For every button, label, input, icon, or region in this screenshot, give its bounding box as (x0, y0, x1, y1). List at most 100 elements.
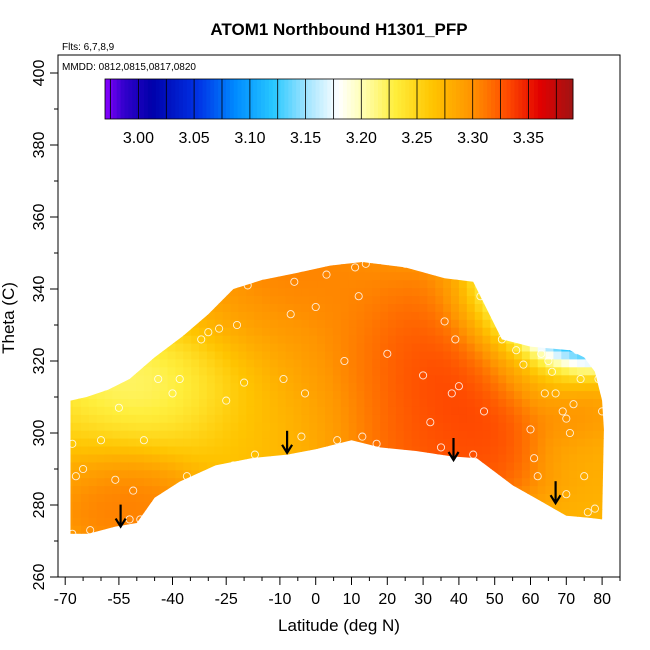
heatmap-cell (285, 390, 295, 399)
heatmap-cell (380, 453, 389, 463)
heatmap-cell (411, 430, 421, 439)
heatmap-cell (380, 319, 389, 328)
sample-point (558, 407, 567, 416)
heatmap-cell (112, 358, 121, 368)
heatmap-cell (285, 327, 295, 336)
heatmap-cell (529, 430, 539, 439)
heatmap-cell (214, 319, 224, 328)
heatmap-cell (506, 303, 515, 312)
heatmap-cell (458, 469, 468, 479)
heatmap-cell (231, 248, 240, 257)
heatmap-cell (88, 414, 98, 423)
heatmap-cell (285, 287, 295, 297)
heatmap-cell (222, 525, 232, 534)
sample-point (232, 320, 242, 330)
heatmap-cell (151, 287, 161, 297)
heatmap-cell (159, 287, 169, 297)
heatmap-cell (80, 485, 90, 495)
heatmap-cell (537, 485, 547, 495)
heatmap-cell (490, 303, 499, 312)
colorbar-segment (467, 79, 472, 119)
heatmap-cell (521, 335, 531, 344)
heatmap-cell (427, 374, 436, 384)
heatmap-cell (388, 422, 397, 431)
heatmap-cell (136, 319, 145, 328)
heatmap-cell (388, 350, 397, 360)
heatmap-cell (506, 262, 515, 265)
heatmap-cell (545, 430, 554, 439)
heatmap-cell (348, 406, 358, 415)
heatmap-cell (474, 390, 484, 399)
heatmap-cell (458, 501, 468, 510)
heatmap-cell (537, 525, 547, 534)
heatmap-cell (569, 262, 578, 265)
heatmap-cell (269, 287, 279, 297)
heatmap-cell (592, 422, 602, 431)
heatmap-cell (569, 327, 578, 336)
heatmap-cell (191, 398, 200, 407)
heatmap-cell (521, 477, 531, 487)
heatmap-cell (364, 311, 373, 320)
colorbar-segment (128, 79, 133, 119)
heatmap-cell (285, 438, 295, 447)
colorbar-segment (303, 79, 309, 119)
heatmap-cell (143, 493, 153, 502)
heatmap-cell (609, 351, 618, 360)
heatmap-cell (293, 374, 302, 384)
heatmap-cell (238, 430, 247, 439)
heatmap-cell (254, 295, 263, 304)
heatmap-cell (73, 517, 82, 526)
heatmap-cell (395, 517, 405, 526)
heatmap-cell (490, 295, 499, 304)
heatmap-cell (529, 374, 539, 384)
heatmap-cell (372, 469, 381, 479)
colorbar-segment (183, 79, 188, 119)
heatmap-cell (364, 493, 373, 502)
heatmap-cell (553, 271, 562, 281)
heatmap-cell (269, 461, 279, 471)
heatmap-cell (199, 262, 208, 265)
heatmap-cell (521, 461, 531, 471)
heatmap-cell (120, 414, 129, 423)
heatmap-cell (214, 446, 224, 455)
sample-point (372, 439, 381, 448)
heatmap-cell (529, 335, 539, 344)
heatmap-cell (325, 295, 334, 304)
heatmap-cell (600, 509, 604, 518)
heatmap-cell (104, 358, 113, 368)
heatmap-cell (443, 350, 452, 360)
heatmap-cell (490, 469, 499, 479)
heatmap-cell (214, 279, 224, 289)
heatmap-cell (348, 501, 358, 510)
x-axis-label: Latitude (deg N) (278, 616, 400, 635)
heatmap-cell (301, 406, 310, 415)
heatmap-cell (395, 453, 405, 463)
heatmap-cell (301, 295, 310, 304)
heatmap-cell (206, 414, 216, 423)
heatmap-cell (451, 271, 460, 281)
heatmap-cell (364, 335, 373, 344)
heatmap-cell (332, 477, 342, 487)
heatmap-cell (506, 517, 515, 526)
heatmap-cell (277, 477, 287, 487)
heatmap-cell (88, 390, 98, 399)
heatmap-cell (309, 327, 318, 336)
heatmap-cell (506, 485, 515, 495)
heatmap-cell (262, 248, 271, 257)
heatmap-cell (466, 406, 476, 415)
heatmap-cell (88, 366, 98, 376)
heatmap-cell (143, 366, 153, 376)
heatmap-cell (451, 343, 460, 352)
heatmap-cell (474, 398, 484, 407)
heatmap-cell (104, 327, 113, 336)
heatmap-cell (482, 263, 491, 273)
heatmap-cell (230, 343, 239, 352)
heatmap-cell (474, 382, 484, 392)
colorbar-segment (510, 79, 515, 119)
heatmap-cell (498, 350, 507, 360)
heatmap-cell (451, 303, 460, 312)
colorbar-segment (108, 79, 114, 119)
heatmap-cell (506, 390, 515, 399)
heatmap-cell (348, 453, 358, 463)
heatmap-cell (254, 493, 263, 502)
